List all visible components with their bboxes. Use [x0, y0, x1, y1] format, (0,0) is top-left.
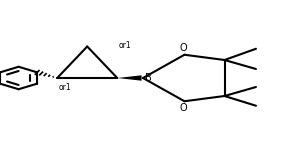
Text: or1: or1 [119, 40, 131, 50]
Text: O: O [179, 103, 187, 113]
Text: B: B [145, 73, 152, 83]
Text: O: O [179, 43, 187, 53]
Polygon shape [117, 75, 142, 81]
Text: or1: or1 [59, 83, 71, 92]
